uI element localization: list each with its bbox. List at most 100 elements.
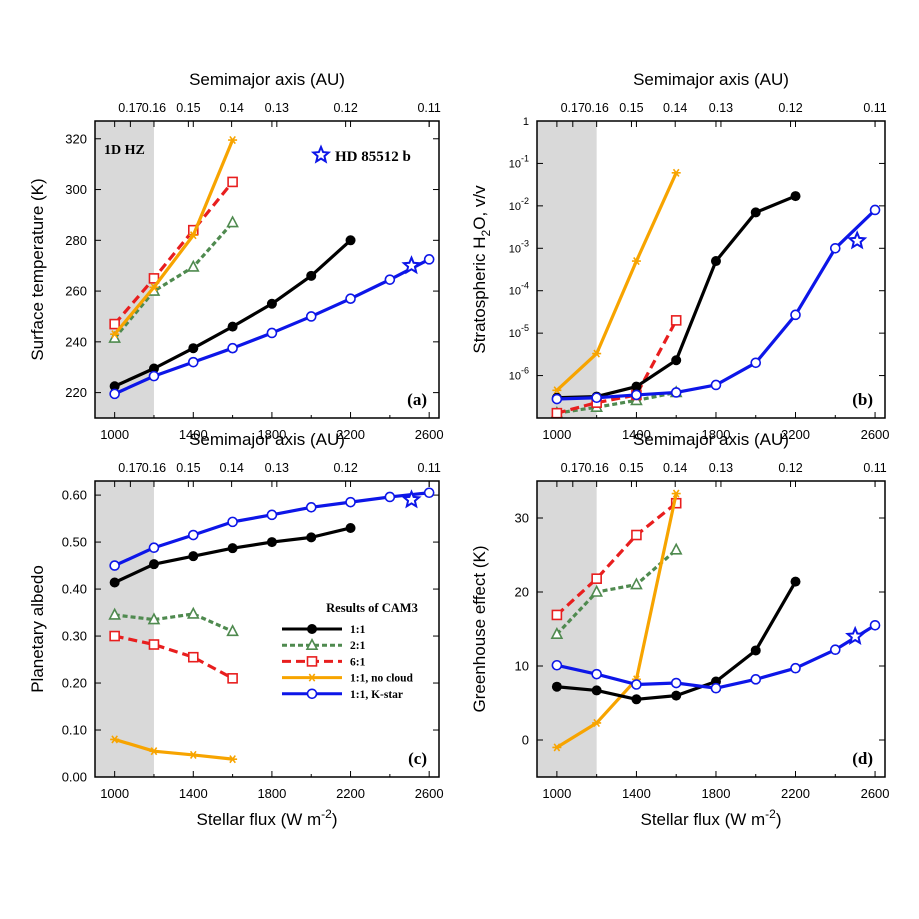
- data-point-s21: [226, 624, 239, 637]
- y-tick-label: 220: [65, 385, 87, 400]
- series-line-nocloud: [556, 493, 678, 749]
- panel-label: (b): [852, 390, 873, 409]
- series-line-kstar: [556, 208, 877, 401]
- data-point-nocloud: [671, 168, 681, 177]
- data-point-kstar: [631, 389, 642, 401]
- data-point-kstar: [109, 388, 120, 400]
- top-axis-title: Semimajor axis (AU): [633, 70, 789, 89]
- top-axis-tick-label: 0.17: [118, 461, 142, 475]
- data-point-s11: [710, 256, 721, 267]
- series-line-s21: [556, 390, 677, 415]
- series-line-s61: [114, 634, 234, 680]
- data-point-nocloud: [552, 386, 562, 395]
- top-axis-tick-label: 0.12: [778, 101, 802, 115]
- data-point-kstar: [591, 668, 602, 680]
- data-point-s21: [186, 259, 200, 272]
- data-point-kstar: [750, 357, 762, 369]
- data-point-s61: [591, 573, 602, 584]
- data-point-kstar: [227, 342, 238, 354]
- plot-frame: [536, 120, 886, 419]
- top-axis-tick-label: 0.12: [778, 461, 802, 475]
- data-point-s61: [670, 315, 682, 326]
- y-tick-label: 0.50: [62, 535, 87, 550]
- x-tick-label: 1400: [622, 427, 651, 442]
- x-tick-label: 2600: [415, 427, 444, 442]
- x-tick-label: 2200: [336, 427, 365, 442]
- x-tick-label: 2200: [781, 427, 810, 442]
- data-point-nocloud: [671, 489, 681, 498]
- series-line-s21: [114, 612, 234, 633]
- legend-marker-kstar: [306, 688, 318, 700]
- data-point-s61: [551, 609, 563, 621]
- data-point-kstar: [790, 662, 801, 674]
- data-point-s11: [306, 532, 317, 543]
- legend-title: Results of CAM3: [326, 601, 418, 615]
- legend: Results of CAM3 1:1 2:1 6:1 1:1, no cloud 1:1…: [282, 601, 418, 701]
- data-point-s11: [148, 559, 159, 570]
- top-axis-tick-label: 0.14: [663, 461, 687, 475]
- y-tick-label: 240: [65, 334, 87, 349]
- data-point-nocloud: [110, 735, 120, 744]
- data-point-s61: [551, 407, 563, 418]
- top-axis-tick-label: 0.11: [417, 461, 440, 475]
- data-point-s11: [671, 355, 682, 366]
- data-point-kstar: [670, 677, 682, 689]
- data-point-kstar: [305, 502, 317, 513]
- data-point-kstar: [227, 516, 238, 528]
- top-axis-tick-label: 0.12: [333, 101, 357, 115]
- data-point-kstar: [423, 254, 435, 265]
- y-tick-label: 0.20: [62, 676, 87, 691]
- x-tick-label: 1400: [622, 786, 651, 801]
- data-point-nocloud: [188, 750, 198, 759]
- series-line-s21: [113, 221, 234, 340]
- data-point-kstar: [148, 542, 160, 554]
- series-line-nocloud: [555, 172, 678, 392]
- series-line-nocloud: [114, 737, 233, 761]
- top-axis-tick-label: 0.13: [265, 101, 289, 115]
- panel-b: 1000 1400 1800 2200 2600 0.17 0.16 0.15 0.14 0.13…: [470, 70, 890, 442]
- data-point-s11: [109, 381, 120, 392]
- top-axis-tick-label: 0.14: [663, 101, 687, 115]
- data-point-kstar: [148, 370, 160, 382]
- y-tick-label: 0.00: [62, 770, 87, 785]
- hz-label: 1D HZ: [104, 143, 145, 158]
- data-point-kstar: [345, 496, 356, 508]
- legend-marker-s21: [305, 637, 319, 651]
- top-axis-tick-label: 0.12: [333, 461, 357, 475]
- top-axis-tick-label: 0.15: [176, 461, 200, 475]
- hz-shade: [95, 121, 154, 418]
- y-tick-label: 0.40: [62, 582, 87, 597]
- x-tick-label: 2600: [861, 786, 890, 801]
- data-point-kstar: [305, 311, 317, 322]
- data-point-kstar: [869, 204, 881, 216]
- y-tick-label: 10-1: [509, 153, 529, 170]
- data-point-nocloud: [592, 349, 602, 358]
- data-point-s11: [148, 363, 159, 374]
- data-point-kstar: [384, 491, 396, 503]
- plot-frame: [94, 480, 440, 778]
- panel-label: (a): [407, 390, 427, 409]
- top-axis-tick-label: 0.13: [709, 101, 733, 115]
- series-group: [550, 489, 881, 752]
- data-point-kstar: [591, 392, 602, 404]
- data-point-nocloud: [149, 283, 159, 292]
- series-line-kstar: [113, 491, 430, 568]
- annotation-star-icon: [310, 144, 332, 164]
- legend-marker-nocloud: [307, 673, 317, 682]
- series-line-nocloud: [113, 139, 235, 336]
- hz-shade: [537, 121, 597, 418]
- top-axis-tick-label: 0.16: [142, 461, 166, 475]
- data-point-s11: [750, 645, 761, 656]
- y-tick-label: 10: [515, 659, 529, 674]
- top-axis-tick-label: 0.15: [619, 101, 643, 115]
- y-tick-label: 300: [65, 182, 87, 197]
- top-axis-tick-label: 0.13: [265, 461, 289, 475]
- y-axis-label: Stratospheric H2O, v/v: [470, 185, 493, 354]
- data-point-s61: [631, 529, 642, 541]
- y-tick-label: 10-4: [509, 281, 529, 298]
- data-point-kstar: [109, 560, 120, 571]
- data-point-s21: [226, 215, 239, 228]
- x-tick-label: 1800: [702, 427, 731, 442]
- data-point-s21: [669, 542, 683, 555]
